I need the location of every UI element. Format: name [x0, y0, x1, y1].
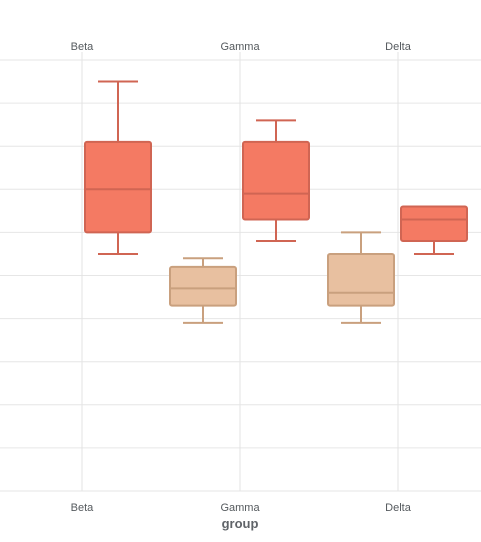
- box-delta-series-1: [327, 231, 395, 324]
- x-axis-title: group: [222, 516, 259, 531]
- bottom-tick-labels: Beta Gamma Delta: [71, 502, 412, 514]
- bottom-tick-label-delta: Delta: [385, 502, 412, 514]
- iqr-box: [84, 140, 152, 234]
- box-delta-series-2: [400, 205, 468, 255]
- top-tick-label-beta: Beta: [71, 41, 95, 53]
- bottom-tick-label-gamma: Gamma: [220, 502, 260, 514]
- box-gamma-series-2: [242, 119, 310, 243]
- top-tick-label-gamma: Gamma: [220, 41, 260, 53]
- top-tick-labels: Beta Gamma Delta: [71, 41, 412, 53]
- iqr-box: [242, 140, 310, 221]
- iqr-box: [327, 252, 395, 307]
- iqr-box: [169, 265, 237, 307]
- vertical-gridlines: [81, 52, 399, 491]
- iqr-box: [400, 205, 468, 243]
- boxes-layer: [84, 80, 468, 324]
- box-gamma-series-1: [169, 257, 237, 324]
- box-beta-series-2: [84, 80, 152, 255]
- bottom-tick-label-beta: Beta: [71, 502, 95, 514]
- top-tick-label-delta: Delta: [385, 41, 412, 53]
